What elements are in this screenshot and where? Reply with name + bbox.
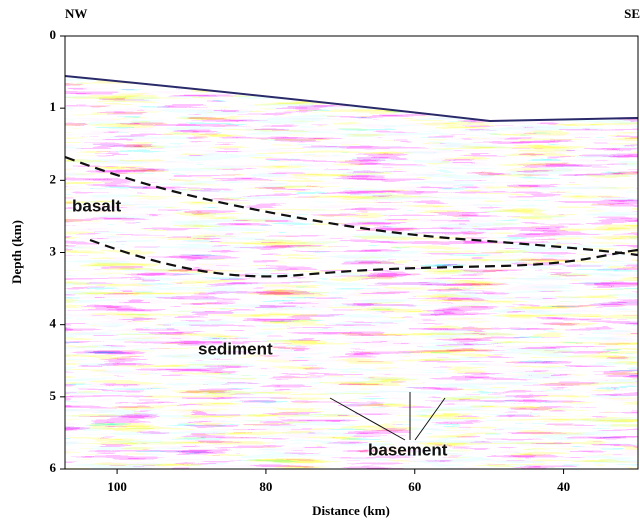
y-tick-label: 4	[50, 316, 57, 331]
y-tick-label: 0	[50, 27, 57, 42]
basalt-top	[64, 155, 639, 257]
y-tick-label: 2	[50, 171, 57, 186]
annotation: basement	[368, 440, 448, 459]
y-axis-label: Depth (km)	[9, 220, 24, 284]
y-tick-label: 1	[50, 99, 57, 114]
basement-pointers	[329, 392, 446, 441]
seafloor	[65, 75, 638, 123]
basalt-base	[89, 238, 639, 278]
x-axis-label: Distance (km)	[312, 503, 390, 518]
x-tick-label: 60	[408, 479, 421, 494]
x-tick-label: 40	[557, 479, 570, 494]
pointer	[329, 397, 406, 441]
right-direction: SE	[624, 6, 640, 21]
seismic-image	[65, 75, 638, 469]
y-tick-label: 3	[50, 243, 57, 258]
y-tick-label: 5	[50, 388, 57, 403]
x-tick-label: 80	[259, 479, 272, 494]
annotation: basalt	[72, 196, 121, 215]
annotation: sediment	[198, 339, 273, 358]
horizons	[64, 155, 639, 278]
y-tick-label: 6	[50, 460, 57, 475]
seismic-texture	[65, 75, 638, 469]
pointer	[414, 397, 446, 441]
x-tick-label: 100	[107, 479, 127, 494]
left-direction: NW	[65, 6, 87, 21]
